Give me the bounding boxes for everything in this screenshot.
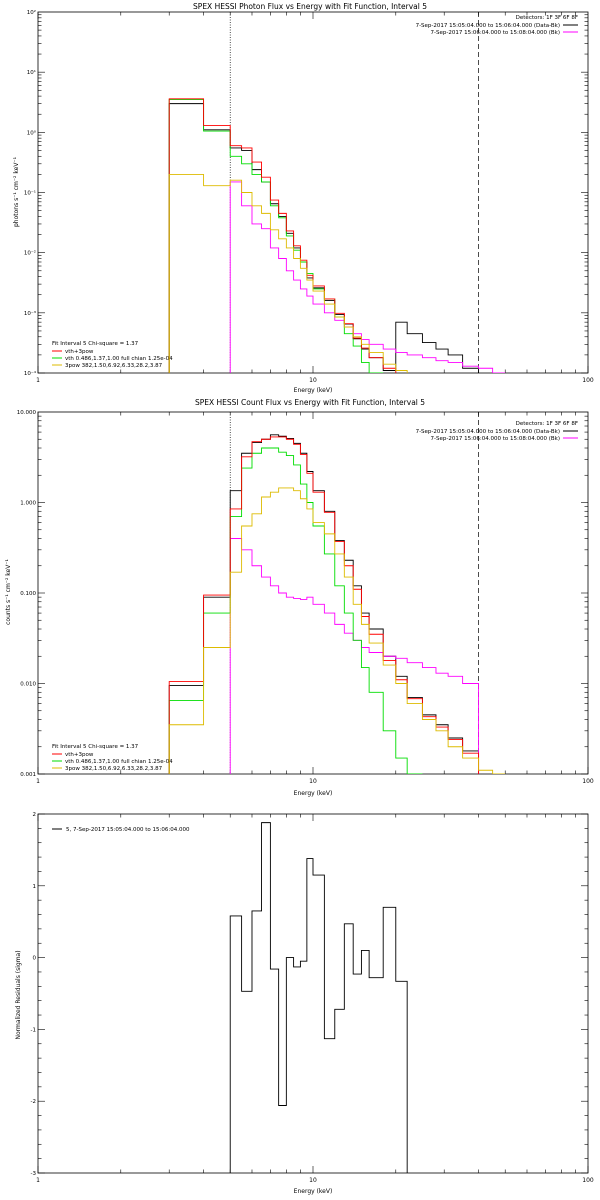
header-line-1: Detectors: 1F 3F 6F 8F bbox=[516, 15, 578, 21]
y-tick-label: 10² bbox=[27, 9, 36, 16]
x-tick-label: 10 bbox=[309, 377, 317, 384]
header-line-2: 7-Sep-2017 15:05:04.000 to 15:06:04.000 … bbox=[416, 23, 560, 29]
legend-line-4: 3pow 382,1.50,6.92,6.33,28.2,3.87 bbox=[65, 766, 163, 772]
legend-line-2: vth+3pow bbox=[65, 349, 94, 355]
y-tick-label: 0 bbox=[33, 956, 37, 962]
y-axis-label: photons s⁻¹ cm⁻² keV⁻¹ bbox=[13, 156, 20, 227]
y-tick-label: 1 bbox=[33, 884, 37, 890]
x-tick-label: 1 bbox=[36, 778, 40, 785]
header-line-3: 7-Sep-2017 15:06:04.000 to 15:08:04.000 … bbox=[431, 30, 561, 36]
series-thick2 bbox=[168, 173, 480, 373]
y-tick-label: 10⁻¹ bbox=[24, 190, 36, 197]
x-tick-label: 100 bbox=[582, 1177, 594, 1184]
x-tick-label: 10 bbox=[309, 1177, 317, 1184]
series-vth bbox=[168, 447, 423, 774]
x-tick-label: 10 bbox=[309, 778, 317, 785]
y-tick-label: 10⁰ bbox=[27, 129, 37, 136]
y-tick-label: -1 bbox=[31, 1027, 36, 1033]
chart-title: SPEX HESSI Photon Flux vs Energy with Fi… bbox=[193, 2, 427, 11]
legend-line-1: 5, 7-Sep-2017 15:05:04.000 to 15:06:04.0… bbox=[66, 827, 190, 833]
header-line-1: Detectors: 1F 3F 6F 8F bbox=[516, 421, 578, 427]
series-total bbox=[168, 436, 480, 774]
series-thick2 bbox=[168, 487, 506, 774]
series-data bbox=[229, 822, 408, 1173]
y-tick-label: 10⁻³ bbox=[24, 310, 36, 317]
series-total bbox=[168, 98, 480, 373]
y-axis-label: Normalized Residuals (sigma) bbox=[15, 950, 22, 1039]
y-tick-label: 2 bbox=[33, 812, 37, 818]
header-line-3: 7-Sep-2017 15:06:04.000 to 15:08:04.000 … bbox=[431, 436, 561, 442]
legend-line-1: Fit Interval 5 Chi-square = 1.37 bbox=[52, 744, 139, 750]
x-tick-label: 100 bbox=[582, 377, 594, 384]
legend-line-3: vth 0.486,1.37,1.00 full chian 1.25e-04 bbox=[65, 356, 173, 362]
series-vth bbox=[168, 99, 384, 373]
x-axis-label: Energy (keV) bbox=[294, 790, 333, 797]
legend-line-1: Fit Interval 5 Chi-square = 1.37 bbox=[52, 341, 139, 347]
y-tick-label: 0.100 bbox=[20, 591, 36, 597]
y-tick-label: 10¹ bbox=[27, 69, 36, 76]
legend-line-4: 3pow 382,1.50,6.92,6.33,28.2,3.87 bbox=[65, 363, 163, 369]
photon-flux-chart: SPEX HESSI Photon Flux vs Energy with Fi… bbox=[13, 2, 594, 394]
residuals-chart: 5, 7-Sep-2017 15:05:04.000 to 15:06:04.0… bbox=[15, 812, 594, 1195]
header-line-2: 7-Sep-2017 15:05:04.000 to 15:06:04.000 … bbox=[416, 429, 560, 435]
y-tick-label: 10.000 bbox=[17, 410, 37, 416]
y-tick-label: 0.001 bbox=[20, 772, 36, 778]
series-background bbox=[229, 538, 480, 774]
y-axis-label: counts s⁻¹ cm⁻² keV⁻¹ bbox=[5, 559, 12, 625]
y-tick-label: 1.000 bbox=[20, 501, 36, 507]
y-tick-label: -3 bbox=[31, 1171, 37, 1177]
legend-line-3: vth 0.486,1.37,1.00 full chian 1.25e-04 bbox=[65, 759, 173, 765]
plot-frame bbox=[37, 411, 589, 775]
y-tick-label: 10⁻⁴ bbox=[24, 370, 37, 377]
x-axis-label: Energy (keV) bbox=[294, 387, 333, 394]
y-tick-label: 10⁻² bbox=[24, 250, 36, 257]
plot-frame bbox=[37, 11, 589, 374]
y-tick-label: -2 bbox=[31, 1099, 36, 1105]
legend-line-2: vth+3pow bbox=[65, 752, 94, 758]
chart-title: SPEX HESSI Count Flux vs Energy with Fit… bbox=[195, 398, 425, 407]
y-tick-label: 0.010 bbox=[20, 682, 36, 688]
series-data bbox=[168, 103, 480, 373]
x-tick-label: 100 bbox=[582, 778, 594, 785]
count-flux-chart: SPEX HESSI Count Flux vs Energy with Fit… bbox=[5, 398, 594, 797]
x-axis-label: Energy (keV) bbox=[294, 1188, 333, 1195]
x-tick-label: 1 bbox=[36, 377, 40, 384]
x-tick-label: 1 bbox=[36, 1177, 40, 1184]
